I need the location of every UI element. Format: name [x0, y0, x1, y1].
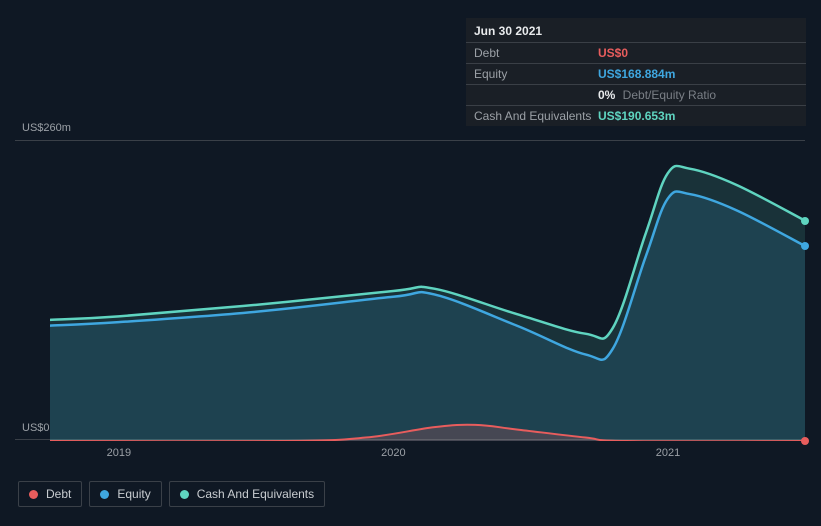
legend: Debt Equity Cash And Equivalents	[18, 481, 325, 507]
tooltip-row-value: 0% Debt/Equity Ratio	[598, 88, 716, 102]
series-end-marker-debt	[801, 437, 809, 445]
tooltip-row-label: Equity	[474, 67, 598, 81]
legend-item-equity[interactable]: Equity	[89, 481, 161, 507]
legend-item-debt[interactable]: Debt	[18, 481, 82, 507]
tooltip-row-label: Debt	[474, 46, 598, 60]
tooltip-row: 0% Debt/Equity Ratio	[466, 85, 806, 106]
legend-item-cash-and-equivalents[interactable]: Cash And Equivalents	[169, 481, 325, 507]
series-end-marker-equity	[801, 242, 809, 250]
y-axis-max-label: US$260m	[22, 122, 71, 134]
tooltip-row: DebtUS$0	[466, 43, 806, 64]
tooltip-row: Cash And EquivalentsUS$190.653m	[466, 106, 806, 126]
tooltip-row-sublabel: Debt/Equity Ratio	[619, 88, 716, 102]
x-axis-tick-label: 2021	[656, 447, 680, 459]
x-axis-tick-label: 2019	[107, 447, 131, 459]
tooltip-row-label: Cash And Equivalents	[474, 109, 598, 123]
legend-item-label: Equity	[117, 487, 150, 501]
plot-area[interactable]	[15, 140, 805, 440]
legend-dot-icon	[100, 490, 109, 499]
tooltip-row: EquityUS$168.884m	[466, 64, 806, 85]
legend-item-label: Debt	[46, 487, 71, 501]
tooltip-row-value: US$168.884m	[598, 67, 675, 81]
tooltip-row-value: US$190.653m	[598, 109, 675, 123]
legend-dot-icon	[29, 490, 38, 499]
chart-svg	[50, 141, 805, 441]
series-end-marker-cash	[801, 217, 809, 225]
legend-item-label: Cash And Equivalents	[197, 487, 314, 501]
x-axis-tick-label: 2020	[381, 447, 405, 459]
tooltip-date: Jun 30 2021	[466, 18, 806, 43]
plot-inner	[50, 141, 805, 441]
legend-dot-icon	[180, 490, 189, 499]
tooltip-panel: Jun 30 2021 DebtUS$0EquityUS$168.884m0% …	[466, 18, 806, 126]
tooltip-row-value: US$0	[598, 46, 628, 60]
